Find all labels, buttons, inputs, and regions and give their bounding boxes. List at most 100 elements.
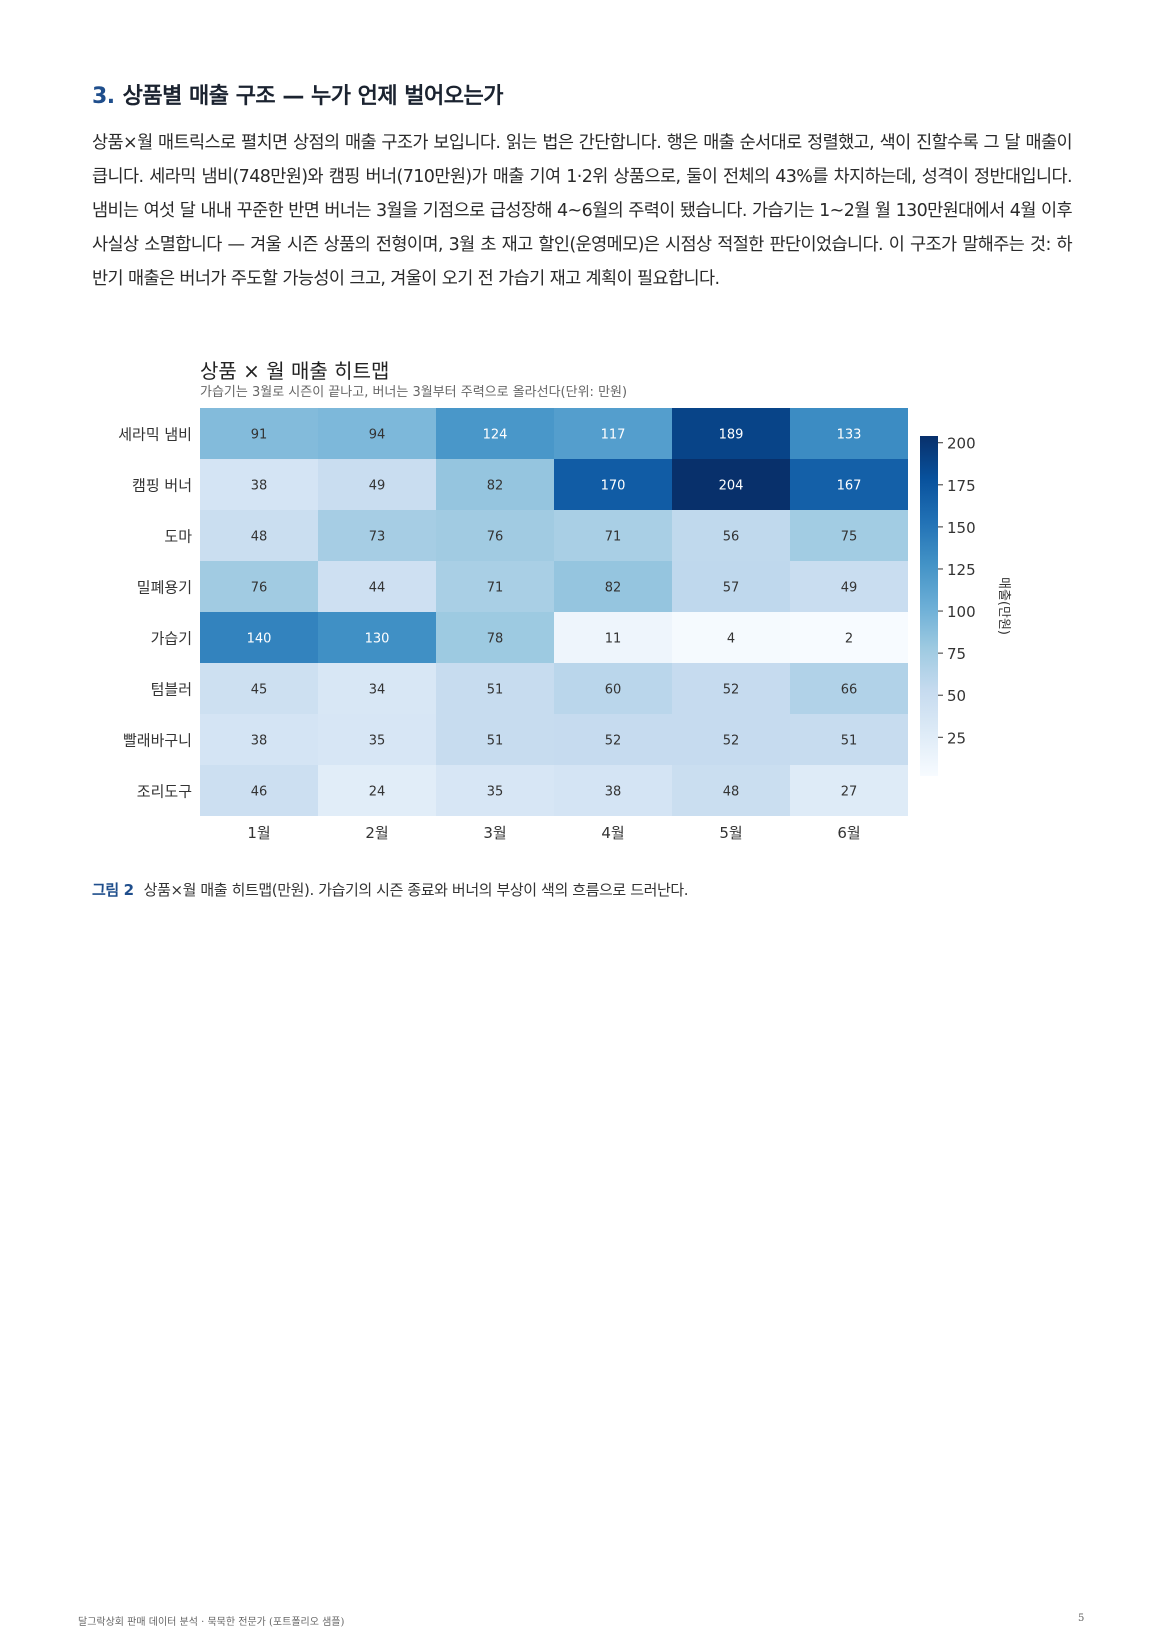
cell-value-label: 66 xyxy=(841,683,858,698)
colorbar-tick-label: 125 xyxy=(947,561,976,579)
heatmap-cell xyxy=(436,765,554,816)
x-tick-label: 5월 xyxy=(719,824,742,842)
footer-text: 달그락상회 판매 데이터 분석 · 묵묵한 전문가 (포트폴리오 샘플) xyxy=(78,1617,345,1628)
cell-value-label: 38 xyxy=(605,785,622,800)
y-tick-label: 캠핑 버너 xyxy=(132,477,192,495)
heatmap-cells: 91 94 124 117 189 133 38 49 82 170 204 167 48 73 76 71 5… xyxy=(200,408,908,816)
colorbar-tick-label: 175 xyxy=(947,477,976,495)
y-tick-label: 세라믹 냄비 xyxy=(118,426,192,444)
heatmap-cell xyxy=(672,459,790,510)
heatmap-chart: 상품 × 월 매출 히트맵 가습기는 3월로 시즌이 끝나고, 버너는 3월부터… xyxy=(118,360,1011,842)
colorbar-tick-label: 150 xyxy=(947,519,976,537)
colorbar-label: 매출(만원) xyxy=(996,577,1011,635)
heatmap-cell xyxy=(672,408,790,459)
heatmap-cell xyxy=(790,612,908,663)
x-tick-label: 2월 xyxy=(365,824,388,842)
heatmap-cell xyxy=(554,459,672,510)
cell-value-label: 48 xyxy=(723,785,740,800)
heatmap-cell xyxy=(672,765,790,816)
cell-value-label: 35 xyxy=(369,734,386,749)
x-axis-labels: 1월 2월 3월 4월 5월 6월 xyxy=(247,824,860,842)
section-title: 3. 상품별 매출 구조 — 누가 언제 벌어오는가 xyxy=(92,78,503,110)
cell-value-label: 78 xyxy=(487,632,504,647)
heatmap-cell xyxy=(436,714,554,765)
page-number: 5 xyxy=(1078,1613,1085,1624)
body-paragraph: 상품×월 매트릭스로 펼치면 상점의 매출 구조가 보입니다. 읽는 법은 간단… xyxy=(92,133,1073,289)
cell-value-label: 130 xyxy=(365,632,390,647)
heatmap-cell xyxy=(200,612,318,663)
y-tick-label: 가습기 xyxy=(151,630,192,648)
cell-value-label: 38 xyxy=(251,479,268,494)
y-tick-label: 도마 xyxy=(164,528,192,546)
heatmap-cell xyxy=(436,459,554,510)
heatmap-cell xyxy=(672,612,790,663)
x-tick-label: 3월 xyxy=(483,824,506,842)
heatmap-cell xyxy=(790,561,908,612)
heatmap-cell xyxy=(554,714,672,765)
heatmap-cell xyxy=(554,510,672,561)
figure-caption: 그림 2 상품×월 매출 히트맵(만원). 가습기의 시즌 종료와 버너의 부상이… xyxy=(92,879,689,900)
heatmap-cell xyxy=(318,510,436,561)
heatmap-cell xyxy=(318,408,436,459)
heatmap-cell xyxy=(672,714,790,765)
heatmap-cell xyxy=(672,510,790,561)
heatmap-cell xyxy=(200,663,318,714)
cell-value-label: 71 xyxy=(605,530,622,545)
heatmap-cell xyxy=(200,714,318,765)
cell-value-label: 94 xyxy=(369,428,386,443)
cell-value-label: 71 xyxy=(487,581,504,596)
heatmap-cell xyxy=(200,561,318,612)
heatmap-cell xyxy=(436,408,554,459)
cell-value-label: 189 xyxy=(719,428,744,443)
heatmap-cell xyxy=(554,612,672,663)
y-tick-label: 빨래바구니 xyxy=(123,732,192,750)
x-tick-label: 6월 xyxy=(837,824,860,842)
cell-value-label: 75 xyxy=(841,530,858,545)
heatmap-cell xyxy=(790,714,908,765)
cell-value-label: 76 xyxy=(487,530,504,545)
cell-value-label: 24 xyxy=(369,785,386,800)
heatmap-cell xyxy=(790,510,908,561)
cell-value-label: 51 xyxy=(487,734,504,749)
colorbar-tick-label: 25 xyxy=(947,729,966,747)
cell-value-label: 60 xyxy=(605,683,622,698)
heatmap-cell xyxy=(436,510,554,561)
cell-value-label: 56 xyxy=(723,530,740,545)
heatmap-cell xyxy=(790,765,908,816)
cell-value-label: 34 xyxy=(369,683,386,698)
heatmap-cell xyxy=(200,459,318,510)
cell-value-label: 52 xyxy=(605,734,622,749)
cell-value-label: 49 xyxy=(841,581,858,596)
cell-value-label: 52 xyxy=(723,683,740,698)
cell-value-label: 167 xyxy=(837,479,862,494)
y-tick-label: 텀블러 xyxy=(151,681,192,699)
heatmap-cell xyxy=(318,663,436,714)
cell-value-label: 204 xyxy=(719,479,744,494)
cell-value-label: 76 xyxy=(251,581,268,596)
heatmap-cell xyxy=(318,459,436,510)
heatmap-cell xyxy=(318,561,436,612)
cell-value-label: 51 xyxy=(487,683,504,698)
section-number: 3. xyxy=(92,84,115,109)
chart-title: 상품 × 월 매출 히트맵 xyxy=(200,360,389,383)
heatmap-cell xyxy=(554,765,672,816)
heatmap-cell xyxy=(318,612,436,663)
cell-value-label: 133 xyxy=(837,428,862,443)
cell-value-label: 2 xyxy=(845,632,853,647)
cell-value-label: 57 xyxy=(723,581,740,596)
cell-value-label: 82 xyxy=(605,581,622,596)
cell-value-label: 45 xyxy=(251,683,268,698)
heatmap-cell xyxy=(672,561,790,612)
heatmap-cell xyxy=(672,663,790,714)
cell-value-label: 117 xyxy=(601,428,626,443)
y-tick-label: 밀폐용기 xyxy=(137,579,192,597)
caption-text: 상품×월 매출 히트맵(만원). 가습기의 시즌 종료와 버너의 부상이 색의 … xyxy=(143,881,689,899)
x-tick-label: 4월 xyxy=(601,824,624,842)
heatmap-cell xyxy=(200,408,318,459)
x-tick-label: 1월 xyxy=(247,824,270,842)
heatmap-cell xyxy=(200,510,318,561)
heatmap-figure: 상품 × 월 매출 히트맵 가습기는 3월로 시즌이 끝나고, 버너는 3월부터… xyxy=(0,360,1159,860)
heatmap-cell xyxy=(554,663,672,714)
cell-value-label: 73 xyxy=(369,530,386,545)
